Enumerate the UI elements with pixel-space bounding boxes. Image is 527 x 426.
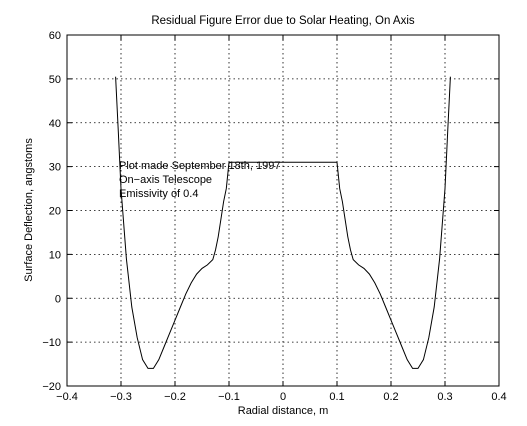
x-tick-label: 0.3 [437, 391, 452, 403]
y-tick-label: 10 [49, 249, 61, 261]
x-tick-label: −0.4 [56, 391, 78, 403]
y-tick-label: 0 [55, 293, 61, 305]
y-tick-label: 30 [49, 162, 61, 174]
x-axis-label: Radial distance, m [238, 405, 329, 417]
y-tick-label: −20 [42, 381, 61, 393]
grid [67, 35, 499, 386]
x-tick-label: 0.1 [329, 391, 344, 403]
annotations: Plot made September 18th, 1997 On−axis Te… [119, 160, 280, 200]
x-tick-label: 0.4 [491, 391, 506, 403]
annotation-text: Emissivity of 0.4 [119, 188, 198, 200]
y-axis-label: Surface Deflection, angstoms [23, 138, 35, 282]
y-axis: −20 −10 0 10 20 30 40 50 60 [42, 30, 499, 393]
y-tick-label: 60 [49, 30, 61, 42]
series-line [115, 76, 451, 369]
plot-area [115, 76, 451, 369]
x-tick-label: −0.1 [218, 391, 240, 403]
x-tick-label: 0 [280, 391, 286, 403]
y-tick-label: 40 [49, 118, 61, 130]
x-tick-label: 0.2 [383, 391, 398, 403]
x-tick-label: −0.2 [164, 391, 186, 403]
chart-title: Residual Figure Error due to Solar Heati… [151, 15, 415, 27]
y-tick-label: 20 [49, 206, 61, 218]
x-tick-label: −0.3 [110, 391, 132, 403]
y-tick-label: −10 [42, 337, 61, 349]
y-tick-label: 50 [49, 74, 61, 86]
annotation-text: Plot made September 18th, 1997 [119, 160, 280, 172]
annotation-text: On−axis Telescope [119, 174, 212, 186]
x-axis: −0.4 −0.3 −0.2 −0.1 0 0.1 0.2 0.3 0.4 [56, 35, 507, 403]
